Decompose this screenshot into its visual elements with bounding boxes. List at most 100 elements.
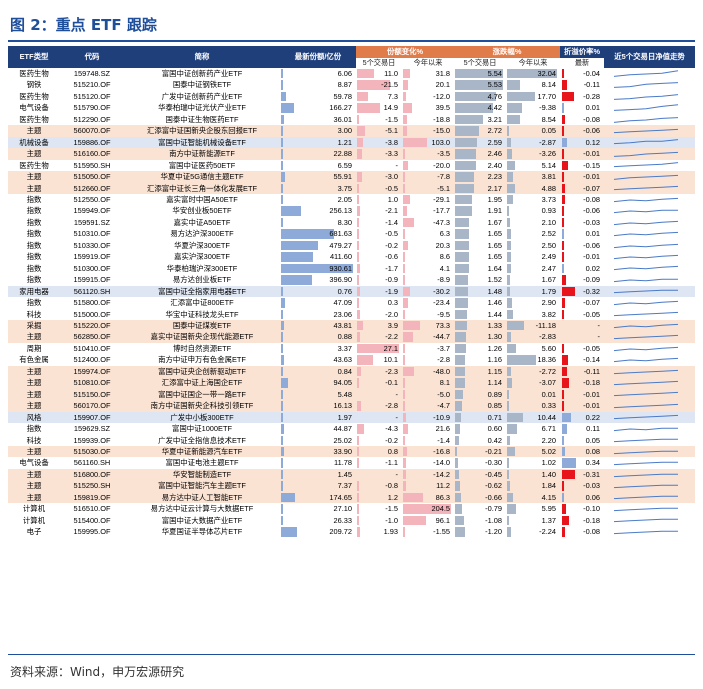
price-change-ytd-cell-text: 3.73 — [541, 194, 557, 204]
etf-type-cell: 主题 — [8, 331, 60, 343]
price-change-ytd-cell-text: -2.24 — [539, 527, 557, 537]
price-change-ytd-cell: 4.88 — [506, 182, 561, 194]
nav-sparkline-line — [613, 346, 679, 351]
table-row: 主题 515150.OF 富国中证国企一带一路ETF 5.48 - -5.0 0.89 0.0… — [8, 388, 696, 401]
price-change-ytd-cell-text: 2.10 — [541, 217, 557, 227]
share-change-ytd-cell: 86.3 — [402, 491, 455, 504]
nav-sparkline — [613, 93, 679, 100]
etf-name-cell-text: 富国中证智能汽车主题ETF — [158, 481, 246, 491]
etf-code-cell-text: 159939.OF — [73, 435, 111, 445]
share-change-5d-cell: -0.6 — [356, 251, 402, 263]
etf-code-cell-text: 512660.OF — [73, 183, 111, 193]
discount-cell: -0.14 — [560, 354, 605, 366]
etf-type-cell-text: 科技 — [26, 435, 42, 445]
discount-cell: -0.03 — [560, 480, 605, 492]
price-change-ytd-cell-text: 1.02 — [541, 458, 557, 468]
discount-bar — [562, 137, 567, 148]
price-change-5d-cell-bar — [455, 172, 475, 182]
nav-sparkline — [613, 392, 679, 397]
share-change-5d-cell-text: - — [395, 389, 398, 399]
etf-code-cell-text: 159949.OF — [73, 206, 111, 216]
etf-type-cell: 机械设备 — [8, 136, 60, 149]
etf-code-cell-text: 515030.OF — [73, 446, 111, 456]
share-cell-text: 44.87 — [333, 424, 353, 434]
share-change-5d-cell-text: -2.3 — [385, 366, 398, 376]
nav-sparkline-cell — [604, 411, 696, 424]
share-cell-bar — [281, 309, 283, 319]
etf-name-cell-text: 易方达中证云计算与大数据ETF — [150, 504, 254, 514]
etf-type-cell: 指数 — [8, 216, 60, 229]
etf-name-cell: 南方中证申万有色金属ETF — [124, 354, 280, 366]
discount-text: -0.32 — [583, 286, 601, 296]
etf-name-cell-text: 广发中证全指信息技术ETF — [158, 435, 246, 445]
nav-sparkline-line — [613, 139, 679, 145]
share-change-5d-cell-text: -1.5 — [385, 504, 398, 514]
share-change-5d-cell: -4.3 — [356, 423, 402, 435]
price-change-5d-cell-text: -0.21 — [485, 446, 503, 456]
price-change-5d-cell-bar — [455, 206, 472, 216]
price-change-ytd-cell: -3.26 — [506, 148, 561, 160]
price-change-5d-cell-text: -0.30 — [485, 458, 503, 468]
share-cell: 1.21 — [280, 136, 356, 149]
price-change-ytd-cell-text: 3.82 — [541, 309, 557, 319]
price-change-5d-cell-text: -0.66 — [485, 492, 503, 502]
price-change-ytd-cell-bar — [507, 91, 535, 102]
share-change-5d-cell-text: -1.5 — [385, 114, 398, 124]
share-cell: 16.13 — [280, 400, 356, 412]
price-change-5d-cell-text: 1.48 — [487, 286, 503, 296]
nav-sparkline — [613, 507, 679, 512]
price-change-5d-cell-bar — [455, 240, 470, 251]
price-change-ytd-cell: 10.44 — [506, 411, 561, 424]
share-change-5d-cell-bar — [357, 355, 373, 365]
price-change-5d-cell: 0.60 — [454, 423, 507, 435]
share-change-ytd-cell: -1.4 — [402, 434, 455, 446]
price-change-5d-cell-text: 2.23 — [487, 172, 503, 182]
price-change-5d-cell: -1.20 — [454, 526, 507, 538]
share-change-ytd-cell-text: -1.4 — [437, 435, 451, 445]
price-change-5d-cell-text: 1.16 — [487, 355, 503, 365]
share-change-5d-cell: -2.8 — [356, 400, 402, 412]
nav-sparkline-cell — [604, 274, 696, 286]
price-change-ytd-cell: 0.33 — [506, 400, 561, 412]
discount-bar — [562, 355, 568, 365]
price-change-ytd-cell-bar — [507, 378, 512, 388]
share-cell-bar — [281, 114, 284, 125]
price-change-5d-cell-text: 2.59 — [487, 137, 503, 147]
etf-code-cell-text: 512400.OF — [73, 355, 111, 365]
etf-code-cell: 515220.OF — [60, 319, 124, 332]
share-cell-bar — [281, 378, 289, 388]
share-change-ytd-cell-bar — [403, 263, 405, 274]
nav-sparkline-cell — [604, 239, 696, 252]
discount-text: -0.06 — [583, 240, 601, 250]
share-cell-text: 7.37 — [337, 481, 352, 491]
share-change-ytd-cell-text: 39.5 — [435, 103, 451, 113]
price-change-5d-cell-bar — [455, 424, 461, 434]
share-change-5d-cell-text: -1.1 — [385, 458, 398, 468]
share-change-5d-cell: -0.5 — [356, 182, 402, 194]
etf-type-cell-text: 指数 — [26, 194, 42, 204]
table-row: 家用电器 561120.SH 富国中证全指家用电器ETF 0.76 -1.9 -30.2 1… — [8, 285, 696, 298]
share-change-ytd-cell-bar — [403, 149, 405, 159]
share-change-ytd-cell-text: 11.2 — [436, 481, 451, 491]
etf-code-cell: 561120.SH — [60, 285, 124, 298]
nav-sparkline-line — [613, 278, 679, 282]
etf-name-cell: 富国中证1000ETF — [124, 423, 280, 435]
share-change-5d-cell-bar — [357, 114, 360, 125]
share-cell-bar — [281, 424, 285, 434]
figure-title: 图 2：重点 ETF 跟踪 — [10, 16, 157, 34]
col-header-type: ETF类型 — [8, 46, 60, 68]
nav-sparkline — [613, 209, 679, 214]
nav-sparkline-line — [613, 82, 679, 89]
share-cell-bar — [281, 412, 283, 423]
share-cell-bar — [281, 446, 284, 457]
share-change-5d-cell-bar — [357, 240, 359, 251]
etf-type-cell: 主题 — [8, 445, 60, 458]
nav-sparkline-cell — [604, 216, 696, 229]
discount-bar — [562, 298, 565, 308]
price-change-5d-cell: 1.30 — [454, 331, 507, 343]
share-change-ytd-cell-bar — [403, 446, 407, 457]
share-cell-text: 94.05 — [333, 378, 353, 388]
discount-bar — [562, 229, 564, 239]
nav-sparkline — [613, 174, 679, 180]
etf-code-cell-text: 560170.OF — [73, 401, 111, 411]
